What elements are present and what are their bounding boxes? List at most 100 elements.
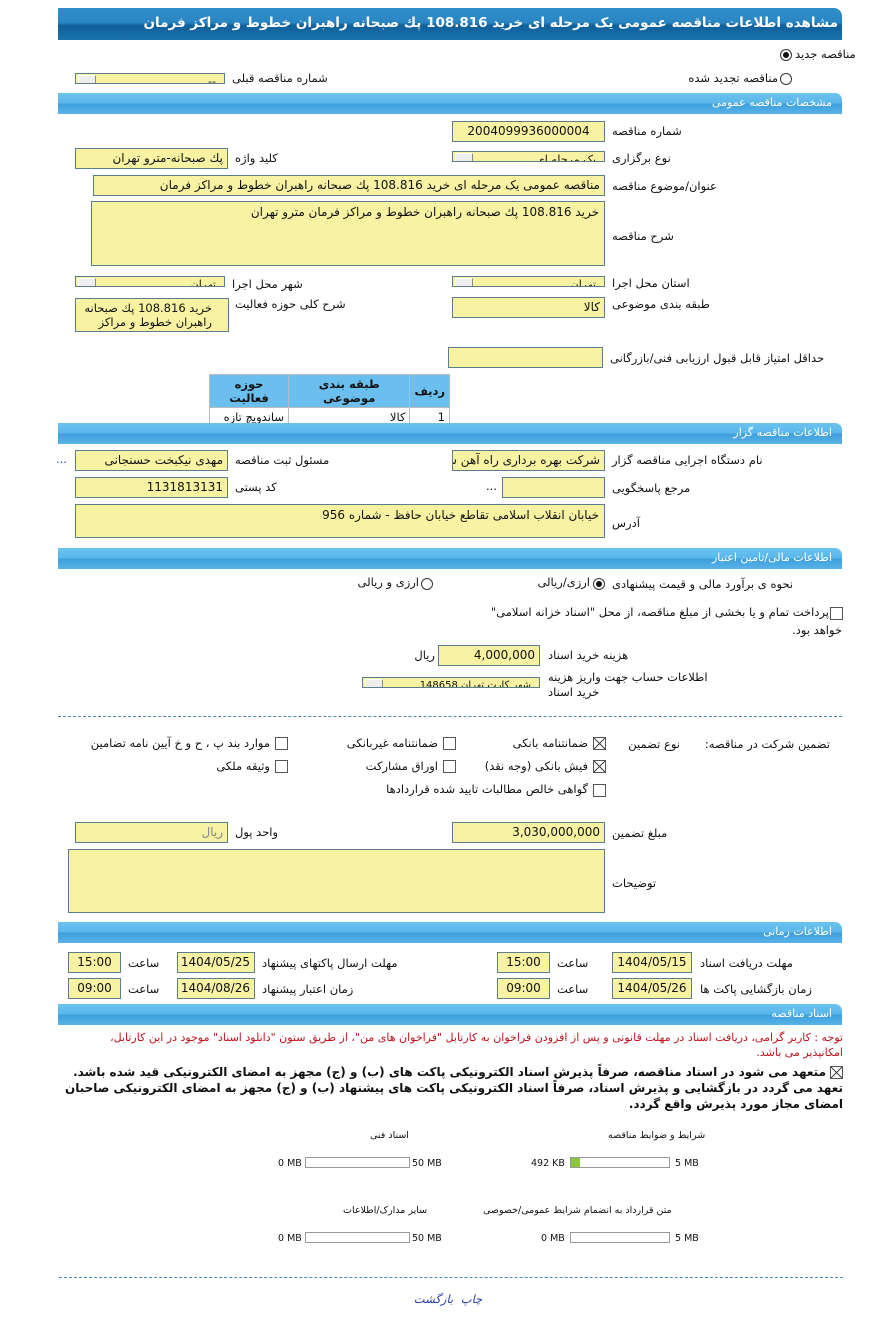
new-tender-label: مناقصه جدید [795, 47, 856, 61]
col-row: ردیف [409, 374, 450, 408]
receive-time-field[interactable]: 15:00 [497, 952, 550, 973]
regulation-items-checkbox[interactable] [275, 737, 288, 750]
currency-mixed-radio[interactable] [421, 578, 433, 590]
file-max: 5 MB [675, 1233, 699, 1244]
notes-label: توضیحات [612, 876, 657, 890]
send-time-field[interactable]: 15:00 [68, 952, 121, 973]
file-name: سایر مدارک/اطلاعات [343, 1205, 428, 1216]
col-category: طبقه بندی موضوعی [288, 374, 411, 408]
claims-certificate-label: گواهی خالص مطالبات تایید شده قراردادها [386, 782, 588, 796]
dropdown-button[interactable] [365, 679, 383, 687]
doc-cost-field[interactable]: 4,000,000 [438, 645, 540, 666]
renewed-tender-radio[interactable] [780, 73, 792, 85]
section-finance: اطلاعات مالی/تامین اعتبار [58, 548, 842, 569]
guarantee-label: تضمین شرکت در مناقصه: [704, 737, 830, 751]
province-select[interactable]: تهران [452, 276, 605, 287]
reference-label: مرجع پاسخگویی [612, 481, 691, 495]
account-label-1: اطلاعات حساب جهت واریز هزینه [548, 670, 708, 684]
new-tender-radio[interactable] [780, 49, 792, 61]
dropdown-button[interactable] [78, 278, 96, 286]
responsible-field[interactable]: مهدی نیکبخت حسنجانی [75, 450, 228, 471]
description-textarea[interactable]: خرید 108.816 پك صبحانه راهبران خطوط و مر… [91, 201, 605, 266]
keyword-label: کلید واژه [235, 151, 278, 165]
opening-date-field[interactable]: 1404/05/26 [612, 978, 692, 999]
subject-field[interactable]: مناقصه عمومی یک مرحله ای خرید 108.816 پك… [93, 175, 605, 196]
opening-label: زمان بازگشایی پاکت ها [700, 982, 812, 996]
treasury-text-1: پرداخت تمام و یا بخشی از مبلغ مناقصه، از… [490, 605, 829, 619]
property-collateral-checkbox[interactable] [275, 760, 288, 773]
responsible-more-link[interactable]: ... [56, 452, 67, 466]
activity-listbox[interactable]: خرید 108.816 پك صبحانه راهبران خطوط و مر… [75, 298, 229, 332]
opening-time-field[interactable]: 09:00 [497, 978, 550, 999]
section-organizer: اطلاعات مناقصه گزار [58, 423, 842, 444]
min-score-label: حداقل امتیاز قابل قبول ارزیابی فنی/بازرگ… [610, 351, 825, 365]
guarantee-type-label: نوع تضمین [628, 737, 680, 751]
prev-tender-label: شماره مناقصه قبلی [232, 71, 328, 85]
notes-textarea[interactable] [68, 849, 605, 913]
currency-unit-field[interactable]: ریال [75, 822, 228, 843]
treasury-checkbox[interactable] [830, 607, 843, 620]
province-value: تهران [570, 278, 596, 287]
account-select[interactable]: شهر کارت تهران 148658 [362, 677, 540, 688]
address-label: آدرس [612, 516, 640, 530]
organization-field[interactable]: شرکت بهره برداری راه آهن شهری تهران [452, 450, 605, 471]
type-select[interactable]: یک مرحله ای [452, 151, 605, 162]
nonbank-guarantee-checkbox[interactable] [443, 737, 456, 750]
divider [59, 1277, 843, 1278]
table-header-row: ردیف طبقه بندی موضوعی حوزه فعالیت [208, 374, 450, 408]
file-name: متن قرارداد به انضمام شرایط عمومی/خصوصی [483, 1205, 672, 1216]
commit-text-1: متعهد می شود در اسناد مناقصه، صرفاً پذیر… [73, 1065, 826, 1079]
commit-checkbox[interactable] [830, 1066, 843, 1079]
bank-receipt-label: فیش بانکی (وجه نقد) [484, 759, 588, 773]
dropdown-button[interactable] [455, 153, 473, 161]
validity-date-field[interactable]: 1404/08/26 [177, 978, 255, 999]
bank-receipt-checkbox[interactable] [593, 760, 606, 773]
city-label: شهر محل اجرا [232, 277, 303, 291]
dropdown-button[interactable] [455, 278, 473, 286]
validity-time-field[interactable]: 09:00 [68, 978, 121, 999]
commit-text-2b: امضای مجاز مورد پذیرش واقع گردد. [628, 1097, 843, 1111]
commit-row: متعهد می شود در اسناد مناقصه، صرفاً پذیر… [53, 1064, 843, 1080]
activity-label: شرح کلی حوزه فعالیت [235, 297, 346, 311]
dropdown-button[interactable] [78, 75, 96, 83]
footer-links: چاپ بازگشت [53, 1292, 843, 1320]
bonds-label: اوراق مشارکت [365, 759, 438, 773]
currency-unit-label: واحد پول [235, 825, 279, 839]
account-label-2: خرید اسناد [548, 685, 600, 699]
category-field[interactable]: کالا [452, 297, 605, 318]
file-name: شرایط و ضوابط مناقصه [608, 1130, 706, 1141]
treasury-text-2: خواهد بود. [792, 623, 842, 637]
city-value: تهران [190, 278, 216, 287]
reference-field[interactable] [502, 477, 605, 498]
prev-tender-select[interactable]: -- [75, 73, 225, 84]
category-label: طبقه بندی موضوعی [612, 297, 710, 311]
file-widgets: شرایط و ضوابط مناقصه 5 MB 492 KB اسناد ف… [53, 1130, 843, 1255]
currency-rial-radio[interactable] [593, 578, 605, 590]
guarantee-amount-field[interactable]: 3,030,000,000 [452, 822, 605, 843]
province-label: استان محل اجرا [612, 276, 690, 290]
type-label: نوع برگزاری [612, 151, 671, 165]
file-progress [570, 1157, 670, 1168]
cell-row: 1 [409, 407, 450, 427]
tender-number-label: شماره مناقصه [612, 124, 682, 138]
keyword-field[interactable]: پك صبحانه-مترو تهران [75, 148, 228, 169]
tender-number-field[interactable]: 2004099936000004 [452, 121, 605, 142]
section-documents: اسناد مناقصه [58, 1004, 842, 1025]
bonds-checkbox[interactable] [443, 760, 456, 773]
city-select[interactable]: تهران [75, 276, 225, 287]
file-progress [305, 1157, 410, 1168]
bank-guarantee-checkbox[interactable] [593, 737, 606, 750]
min-score-field[interactable] [448, 347, 603, 368]
address-textarea[interactable]: خیابان انقلاب اسلامی تقاطع خیابان حافظ -… [75, 504, 605, 538]
receive-date-field[interactable]: 1404/05/15 [612, 952, 692, 973]
back-link[interactable]: بازگشت [413, 1292, 454, 1306]
postal-code-field[interactable]: 1131813131 [75, 477, 228, 498]
send-date-field[interactable]: 1404/05/25 [177, 952, 255, 973]
guarantee-amount-label: مبلغ تضمین [612, 826, 668, 840]
reference-more-link[interactable]: ... [486, 479, 497, 493]
claims-certificate-checkbox[interactable] [593, 784, 606, 797]
file-max: 50 MB [412, 1233, 442, 1244]
subject-label: عنوان/موضوع مناقصه [612, 179, 717, 193]
section-timing: اطلاعات زمانی [58, 922, 842, 943]
print-link[interactable]: چاپ [460, 1292, 483, 1306]
